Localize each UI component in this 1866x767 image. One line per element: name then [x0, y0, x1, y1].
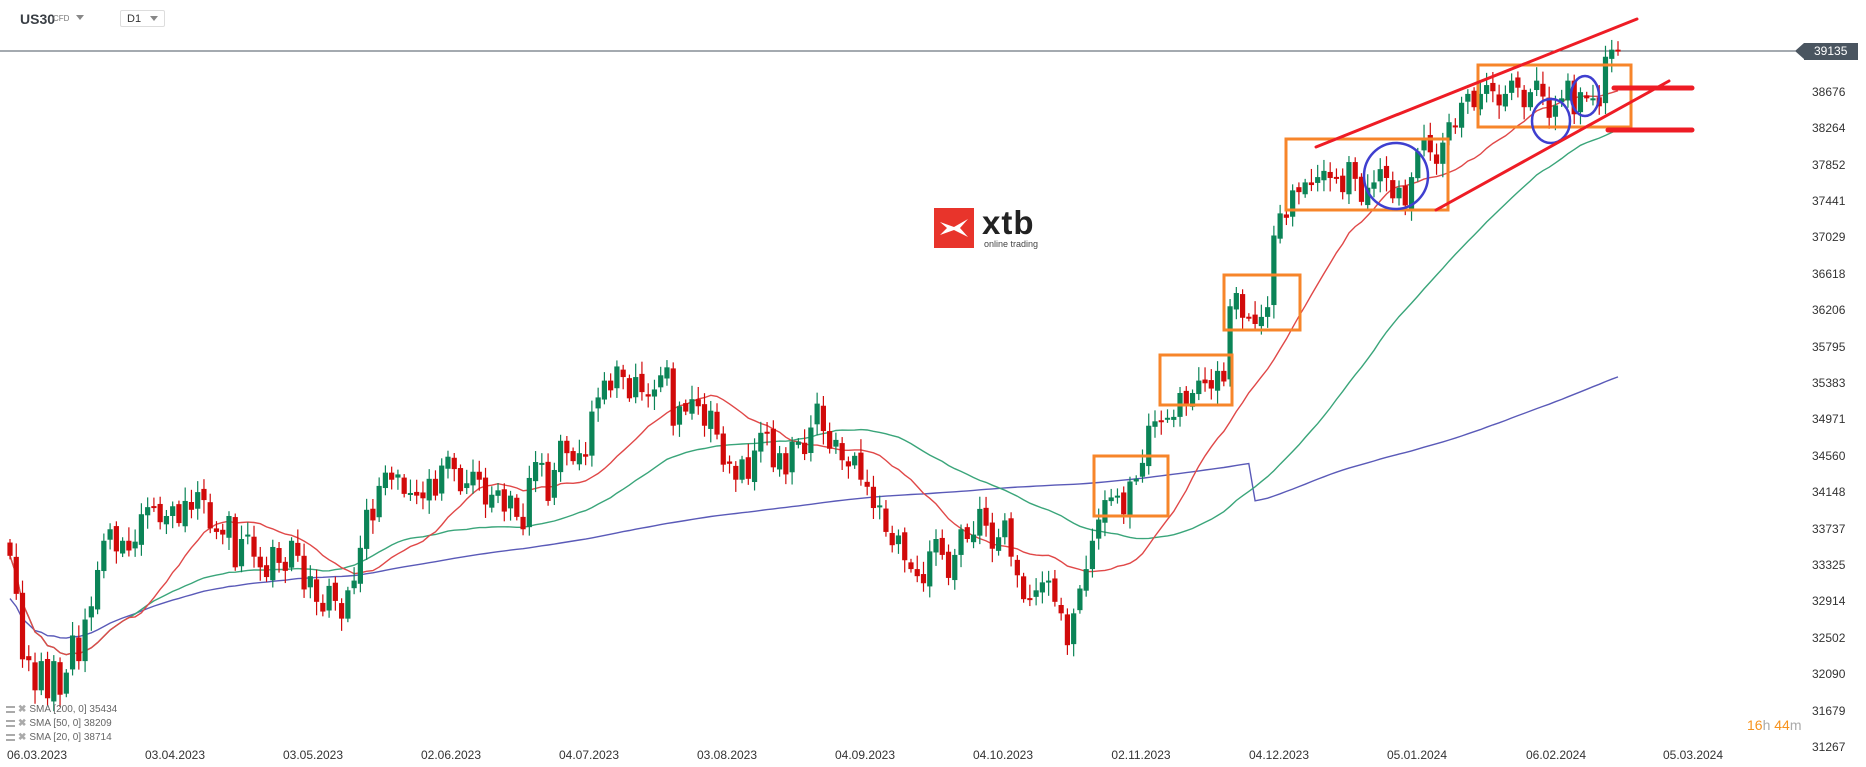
annotation-box[interactable] [1092, 454, 1170, 518]
legend-label: SMA [50, 0] 38209 [29, 718, 112, 729]
sma-50-line [9, 129, 1619, 656]
price-axis-label: 37029 [1812, 230, 1846, 245]
legend-sma-20: ✖ SMA [20, 0] 38714 [6, 732, 112, 743]
annotation-circle[interactable] [1530, 97, 1572, 145]
price-axis-label: 34148 [1812, 485, 1846, 500]
symbol-name[interactable]: US30 [20, 11, 56, 27]
countdown-m-unit: m [1789, 717, 1802, 733]
legend-label: SMA [200, 0] 35434 [29, 704, 118, 715]
price-axis-label: 38676 [1812, 84, 1846, 99]
time-axis-label: 03.08.2023 [696, 748, 758, 762]
sma-20-line [9, 90, 1619, 656]
timeframe-value: D1 [127, 13, 142, 25]
annotation-circle[interactable] [1569, 74, 1601, 118]
xtb-logo: xtb online trading [934, 204, 1064, 250]
price-axis-label: 31267 [1812, 740, 1846, 755]
logo-tagline: online trading [984, 239, 1039, 249]
time-axis-label: 05.03.2024 [1662, 748, 1724, 762]
price-axis-label: 32090 [1812, 667, 1846, 682]
price-axis-label: 34560 [1812, 448, 1846, 463]
price-axis-label: 37852 [1812, 157, 1846, 172]
price-axis-label: 32914 [1812, 594, 1846, 609]
price-axis-label: 35383 [1812, 376, 1846, 390]
annotation-circle[interactable] [1362, 141, 1430, 211]
annotation-box[interactable] [1158, 353, 1234, 407]
timeframe-select[interactable]: D1 [120, 10, 165, 27]
price-axis-label: 32502 [1812, 630, 1846, 645]
annotation-box[interactable] [1284, 137, 1450, 212]
candle-countdown: 16h 44m [1747, 717, 1802, 733]
price-axis-label: 33325 [1812, 558, 1846, 573]
time-axis-label: 03.04.2023 [144, 748, 206, 762]
chart-toolbar: US30 CFD D1 [0, 0, 1866, 36]
time-axis-label: 04.12.2023 [1248, 748, 1310, 762]
drawing-annotations[interactable] [1092, 17, 1695, 518]
remove-x-icon[interactable]: ✖ [18, 732, 27, 743]
remove-x-icon[interactable]: ✖ [18, 704, 27, 715]
time-axis-label: 03.05.2023 [282, 748, 344, 762]
symbol-dropdown-chevron-icon[interactable] [76, 15, 84, 20]
countdown-hours: 16 [1747, 717, 1763, 733]
annotation-trendline[interactable] [1434, 79, 1671, 212]
time-axis-label: 04.10.2023 [972, 748, 1034, 762]
annotation-box[interactable] [1222, 273, 1302, 332]
price-axis-label: 37441 [1812, 193, 1846, 208]
countdown-minutes: 44 [1774, 717, 1790, 733]
current-price-tag: 39135 [1795, 43, 1858, 60]
price-axis-label: 33737 [1812, 521, 1846, 536]
time-axis-label: 06.02.2024 [1525, 748, 1587, 762]
price-axis-label: 36618 [1812, 266, 1846, 281]
chevron-down-icon [150, 16, 158, 21]
xtb-logo-mark-icon [934, 208, 974, 248]
symbol-type: CFD [53, 14, 70, 23]
settings-lines-icon[interactable] [6, 733, 15, 741]
countdown-h-unit: h [1762, 717, 1771, 733]
time-axis-label: 05.01.2024 [1386, 748, 1448, 762]
settings-lines-icon[interactable] [6, 719, 15, 727]
remove-x-icon[interactable]: ✖ [18, 718, 27, 729]
annotation-trendline[interactable] [1314, 17, 1639, 149]
time-axis-label: 04.09.2023 [834, 748, 896, 762]
price-axis-label: 38264 [1812, 121, 1846, 136]
sma-200-line [9, 376, 1619, 639]
legend-sma-200: ✖ SMA [200, 0] 35434 [6, 704, 117, 715]
price-axis-label: 34971 [1812, 412, 1846, 427]
legend-label: SMA [20, 0] 38714 [29, 732, 112, 743]
time-axis-label: 06.03.2023 [6, 748, 68, 762]
legend-sma-50: ✖ SMA [50, 0] 38209 [6, 718, 112, 729]
time-axis-label: 02.11.2023 [1111, 748, 1171, 762]
price-axis-label: 36206 [1812, 303, 1846, 318]
logo-wordmark: xtb [982, 204, 1035, 241]
settings-lines-icon[interactable] [6, 705, 15, 713]
price-axis-label: 31679 [1812, 703, 1846, 718]
candlestick-series [7, 39, 1621, 712]
time-axis-label: 04.07.2023 [558, 748, 620, 762]
time-axis-label: 02.06.2023 [420, 748, 482, 762]
annotation-box[interactable] [1476, 63, 1633, 129]
price-axis-label: 35795 [1812, 339, 1846, 354]
